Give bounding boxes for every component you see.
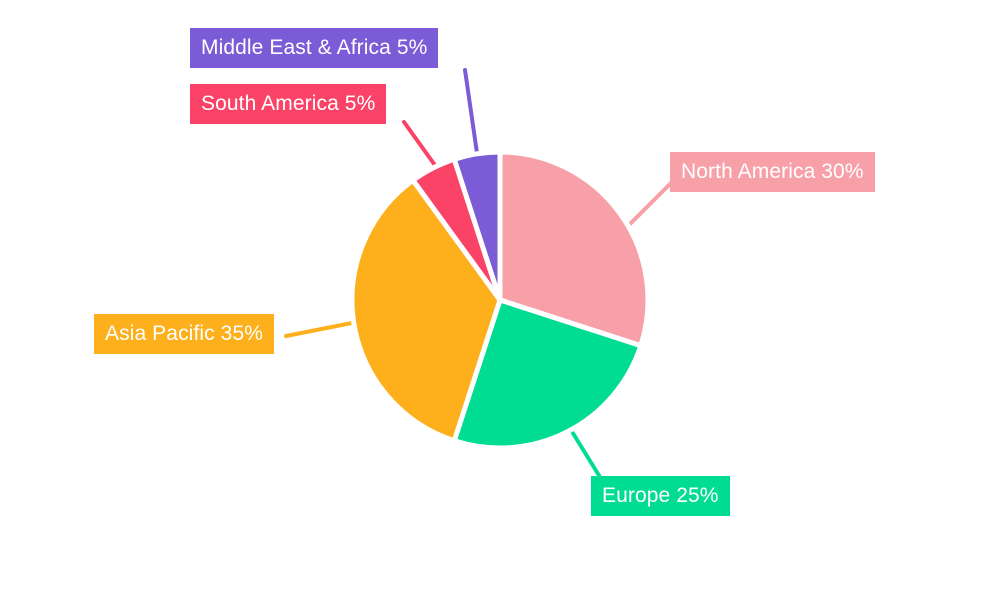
- pie-label-europe: Europe 25%: [591, 476, 730, 516]
- leader-line-middle-east-africa: [463, 68, 480, 162]
- pie-slices: [349, 149, 651, 451]
- pie-slice-europe[interactable]: [451, 297, 644, 451]
- pie-slice-middle-east-africa[interactable]: [451, 149, 503, 303]
- pie-label-north-america: North America 30%: [670, 152, 875, 192]
- leader-line-north-america: [626, 180, 674, 228]
- pie-label-south-america: South America 5%: [190, 84, 387, 124]
- pie-label-middle-east-africa: Middle East & Africa 5%: [190, 28, 439, 68]
- pie-slice-asia-pacific[interactable]: [349, 177, 503, 444]
- pie-label-asia-pacific: Asia Pacific 35%: [94, 314, 275, 354]
- leader-line-europe: [569, 428, 605, 484]
- pie-slice-north-america[interactable]: [497, 149, 651, 349]
- leader-line-asia-pacific: [284, 321, 354, 338]
